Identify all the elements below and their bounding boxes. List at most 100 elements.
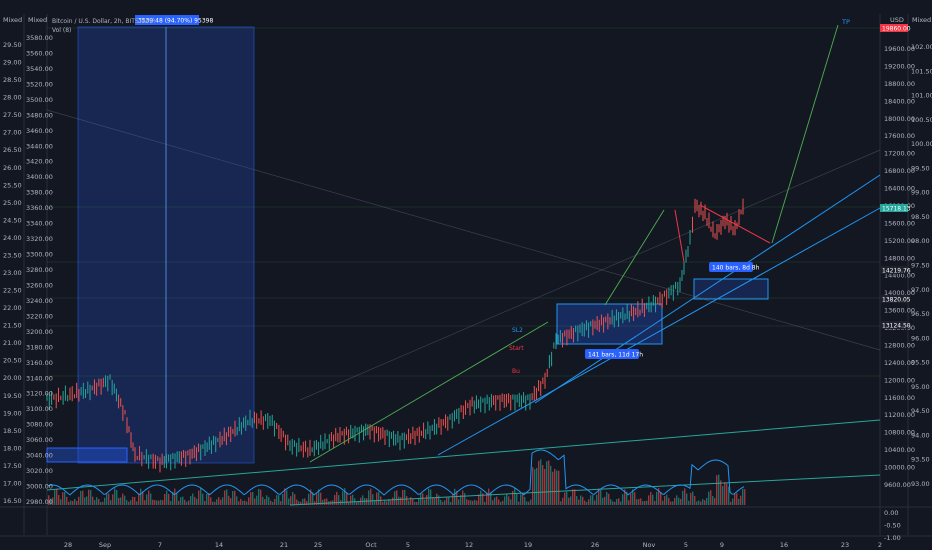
left-tick-label: 24.00 — [3, 234, 22, 242]
red-arrow[interactable] — [699, 204, 771, 244]
volume-bar — [56, 488, 58, 505]
volume-bar — [714, 498, 716, 505]
volume-bar — [356, 501, 358, 505]
left-inner-scale-mode[interactable]: Mixed — [28, 16, 47, 24]
volume-bar — [580, 495, 582, 505]
left-inner-tick-label: 3400.00 — [26, 173, 53, 181]
time-axis[interactable]: 28 Sep 7 14 21 25 Oct 5 12 19 26 Nov 5 9 16 23 2 — [64, 541, 882, 549]
volume-bar — [200, 488, 202, 505]
bars-range-badge-1 — [585, 349, 639, 359]
volume-bar — [268, 497, 270, 505]
volume-bar — [448, 496, 450, 505]
right-outer-tick-label: 94.00 — [911, 431, 930, 439]
volume-bar — [276, 495, 278, 505]
volume-bar — [348, 501, 350, 505]
volume-bar — [322, 499, 324, 505]
right-outer-tick-label: 96.00 — [911, 334, 930, 342]
left-tick-label: 19.00 — [3, 409, 22, 417]
volume-bar — [48, 495, 50, 505]
volume-bar — [218, 497, 220, 505]
volume-bar — [106, 493, 108, 505]
volume-bar — [684, 488, 686, 505]
volume-bar — [384, 500, 386, 505]
right-scale-mode[interactable]: Mixed — [912, 16, 931, 24]
volume-bar — [682, 490, 684, 505]
volume-bar — [284, 488, 286, 505]
left-inner-tick-label: 3260.00 — [26, 281, 53, 289]
volume-bar — [280, 501, 282, 505]
volume-bar — [566, 491, 568, 505]
left-inner-price-scale[interactable]: 3580.00 3560.00 3540.00 3520.00 3500.00 3480.… — [26, 34, 53, 506]
volume-bar — [386, 501, 388, 505]
volume-bar — [664, 496, 666, 505]
volume-bar — [540, 459, 542, 505]
volume-bar — [314, 501, 316, 505]
volume-bar — [422, 493, 424, 505]
volume-bar — [666, 494, 668, 505]
volume-bar — [342, 491, 344, 505]
volume-bar — [242, 500, 244, 505]
left-scale-mode[interactable]: Mixed — [3, 16, 22, 24]
volume-bar — [198, 490, 200, 505]
volume-bar — [538, 460, 540, 505]
volume-bar — [90, 490, 92, 505]
volume-bar — [388, 498, 390, 505]
volume-bar — [58, 494, 60, 505]
volume-indicator-label[interactable]: Vol (8) — [52, 27, 72, 34]
trend-lines[interactable] — [46, 174, 881, 506]
volume-bar — [712, 496, 714, 505]
volume-bar — [92, 496, 94, 505]
volume-bar — [686, 493, 688, 505]
volume-bar — [298, 501, 300, 505]
volume-bar — [658, 488, 660, 505]
left-price-scale[interactable]: 29.50 29.00 28.50 28.00 27.50 27.00 26.50 26.00… — [3, 41, 22, 505]
volume-bar — [354, 498, 356, 505]
volume-bar — [730, 501, 732, 505]
volume-bar — [432, 497, 434, 505]
volume-bar — [732, 498, 734, 505]
projection-arrows[interactable] — [309, 24, 839, 463]
volume-bar — [564, 492, 566, 505]
volume-bar — [206, 493, 208, 505]
volume-bar — [724, 482, 726, 505]
left-tick-label: 27.50 — [3, 111, 22, 119]
volume-bar — [676, 495, 678, 505]
volume-bar — [402, 489, 404, 505]
volume-bar — [296, 499, 298, 505]
volume-bar — [710, 490, 712, 505]
support-box-left[interactable] — [46, 447, 128, 463]
volume-bar — [220, 499, 222, 505]
volume-bar — [450, 501, 452, 505]
volume-bar — [54, 490, 56, 505]
volume-bar — [552, 471, 554, 505]
volume-bar — [376, 492, 378, 505]
left-tick-label: 18.00 — [3, 444, 22, 452]
right-outer-tick-label: 97.00 — [911, 286, 930, 294]
volume-bar — [84, 497, 86, 505]
time-tick-label: 5 — [406, 541, 410, 549]
volume-bar — [456, 490, 458, 505]
volume-bar — [236, 496, 238, 505]
time-tick-label: 28 — [64, 541, 72, 549]
volume-bar — [656, 491, 658, 505]
volume-bar — [138, 493, 140, 505]
symbol-title[interactable]: Bitcoin / U.S. Dollar, 2h, BITSTAMP — [52, 18, 155, 25]
volume-bar — [488, 488, 490, 505]
target-box[interactable] — [693, 278, 769, 300]
right-outer-tick-label: 98.00 — [911, 237, 930, 245]
volume-bar — [530, 499, 532, 505]
right-tick-label: 18400.00 — [884, 97, 915, 105]
volume-bar — [252, 491, 254, 505]
volume-bar — [396, 490, 398, 505]
volume-bar — [568, 497, 570, 505]
volume-bar — [460, 495, 462, 505]
volume-bar — [288, 498, 290, 505]
right-outer-tick-label: 97.50 — [911, 262, 930, 270]
volume-bar — [444, 500, 446, 505]
volume-bar — [690, 492, 692, 505]
right-outer-tick-label: 95.00 — [911, 383, 930, 391]
indicator-scale[interactable]: 0.00 -0.50 -1.00 — [884, 509, 901, 542]
right-outer-price-scale[interactable]: 102.00 101.50 101.00 100.50 100.00 99.50 99.00… — [911, 43, 932, 488]
volume-bar — [626, 491, 628, 505]
